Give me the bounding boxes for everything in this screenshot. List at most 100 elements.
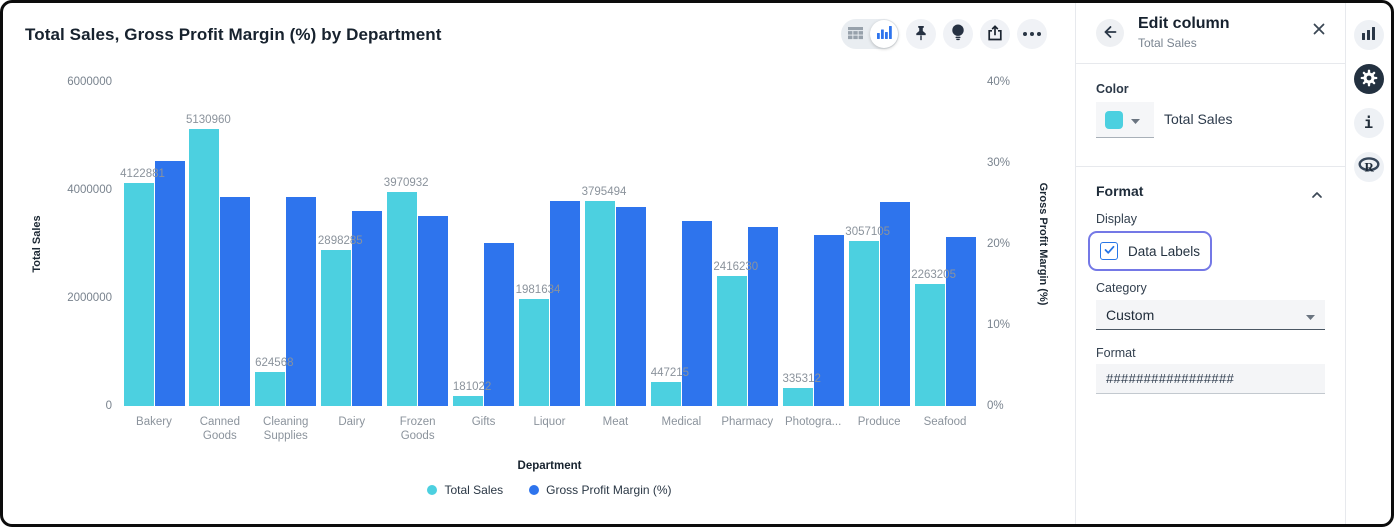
bar-total-sales-produce[interactable] <box>848 240 879 406</box>
left-y-tick-label: 2000000 <box>67 292 112 304</box>
more-options-button[interactable] <box>1017 19 1047 49</box>
close-button[interactable] <box>1313 23 1325 38</box>
svg-text:R: R <box>1364 160 1374 175</box>
r-logo-icon: R <box>1357 157 1380 177</box>
color-swatch-chip <box>1105 110 1123 129</box>
legend-label: Gross Profit Margin (%) <box>546 483 672 497</box>
bar-total-sales-photography[interactable] <box>782 387 813 406</box>
bar-total-sales-gifts[interactable] <box>453 396 484 406</box>
bar-total-sales-frozen-goods[interactable] <box>387 191 418 406</box>
bar-gross-profit-margin-canned-goods[interactable] <box>220 197 251 406</box>
chart-element-button[interactable] <box>1353 20 1384 50</box>
edit-column-panel: Edit column Total Sales Color Total Sale… <box>1076 3 1345 524</box>
data-labels-label: Data Labels <box>1128 243 1201 259</box>
format-input[interactable]: ################# <box>1096 364 1325 394</box>
bar-gross-profit-margin-medical[interactable] <box>681 220 712 406</box>
info-button[interactable]: i <box>1353 108 1384 138</box>
check-icon <box>1104 242 1115 260</box>
caret-down-icon <box>1131 111 1140 129</box>
format-section-title: Format <box>1096 183 1144 199</box>
share-button[interactable] <box>980 19 1010 49</box>
format-field-label: Format <box>1096 346 1136 360</box>
chart-icon <box>1361 27 1376 43</box>
lightbulb-button[interactable] <box>943 19 973 49</box>
bar-gross-profit-margin-meat[interactable] <box>616 206 646 406</box>
bar-gross-profit-margin-bakery[interactable] <box>154 161 185 406</box>
chevron-up-icon[interactable] <box>1311 186 1323 204</box>
category-select[interactable]: Custom <box>1096 300 1325 330</box>
right-y-tick-label: 0% <box>987 400 1004 412</box>
back-arrow-icon <box>1103 25 1118 42</box>
x-tick-label: Liquor <box>533 416 566 428</box>
x-tick-label: Produce <box>857 416 901 428</box>
data-label: 335312 <box>782 372 821 385</box>
x-tick-label: Medical <box>661 416 702 428</box>
chart-panel: Total Sales, Gross Profit Margin (%) by … <box>3 3 1075 524</box>
bar-total-sales-pharmacy[interactable] <box>716 275 747 406</box>
left-y-tick-label: 4000000 <box>67 184 112 196</box>
back-button[interactable] <box>1096 19 1124 47</box>
rail-divider <box>1345 3 1346 524</box>
data-label: 4122881 <box>120 168 165 181</box>
x-tick-label: Pharmacy <box>721 416 774 428</box>
view-toggle[interactable] <box>841 19 899 49</box>
caret-down-icon <box>1306 307 1315 323</box>
bar-gross-profit-margin-frozen-goods[interactable] <box>418 215 449 406</box>
bar-total-sales-seafood[interactable] <box>914 283 945 406</box>
bar-gross-profit-margin-gifts[interactable] <box>484 243 515 406</box>
data-label: 3057105 <box>845 225 891 238</box>
x-tick-label: Photogra... <box>785 416 842 428</box>
right-y-tick-label: 20% <box>987 238 1011 250</box>
lightbulb-icon <box>951 24 965 44</box>
pin-button[interactable] <box>906 19 936 49</box>
bar-gross-profit-margin-produce[interactable] <box>879 201 910 406</box>
gear-icon <box>1359 68 1379 91</box>
bar-gross-profit-margin-photography[interactable] <box>813 235 844 406</box>
x-tick-label: Dairy <box>338 416 366 428</box>
r-logo-button[interactable]: R <box>1353 152 1384 182</box>
legend-item-gross-profit-margin: Gross Profit Margin (%) <box>529 483 672 497</box>
bar-total-sales-dairy[interactable] <box>321 249 352 406</box>
panel-divider <box>1075 3 1076 524</box>
color-section-label: Color <box>1096 82 1129 96</box>
left-y-tick-label: 0 <box>105 400 112 412</box>
right-rail: i R <box>1346 3 1391 524</box>
bar-gross-profit-margin-pharmacy[interactable] <box>747 227 778 406</box>
left-y-tick-label: 6000000 <box>67 76 112 88</box>
x-tick-label: Gifts <box>471 416 496 428</box>
pin-icon <box>914 25 928 44</box>
bar-total-sales-bakery[interactable] <box>123 183 154 406</box>
chart-title: Total Sales, Gross Profit Margin (%) by … <box>25 25 442 44</box>
legend-label: Total Sales <box>444 483 504 497</box>
bar-total-sales-cleaning-supplies[interactable] <box>255 372 286 406</box>
legend-dot-gross-profit-margin <box>529 485 540 495</box>
category-label: Category <box>1096 281 1147 295</box>
table-view-icon[interactable] <box>848 27 863 40</box>
bar-gross-profit-margin-dairy[interactable] <box>352 210 383 406</box>
color-value-label: Total Sales <box>1164 111 1233 127</box>
x-tick-label: Meat <box>602 416 629 428</box>
bar-total-sales-meat[interactable] <box>585 201 615 406</box>
data-label: 181022 <box>452 381 492 394</box>
bar-gross-profit-margin-seafood[interactable] <box>945 236 976 406</box>
data-label: 2898285 <box>317 234 363 247</box>
data-labels-checkbox[interactable] <box>1100 242 1118 260</box>
panel-subtitle: Total Sales <box>1138 36 1197 50</box>
edit-panel-header: Edit column Total Sales <box>1076 3 1345 63</box>
chart-view-selected[interactable] <box>870 20 898 48</box>
settings-button[interactable] <box>1353 64 1384 94</box>
chart-view-icon <box>876 25 892 44</box>
data-label: 447215 <box>650 366 690 379</box>
bar-total-sales-liquor[interactable] <box>519 299 549 406</box>
share-icon <box>987 24 1003 44</box>
right-y-tick-label: 30% <box>987 157 1011 169</box>
bar-gross-profit-margin-cleaning-supplies[interactable] <box>286 197 317 406</box>
color-swatch-dropdown[interactable] <box>1096 102 1154 138</box>
data-label: 5130960 <box>186 113 231 126</box>
right-y-tick-label: 10% <box>987 319 1011 331</box>
bar-gross-profit-margin-liquor[interactable] <box>550 201 580 406</box>
bar-total-sales-medical[interactable] <box>650 381 681 406</box>
right-axis-title: Gross Profit Margin (%) <box>1037 182 1049 306</box>
bar-total-sales-canned-goods[interactable] <box>189 128 220 406</box>
x-tick-label: Cleaning Supplies <box>263 416 309 442</box>
